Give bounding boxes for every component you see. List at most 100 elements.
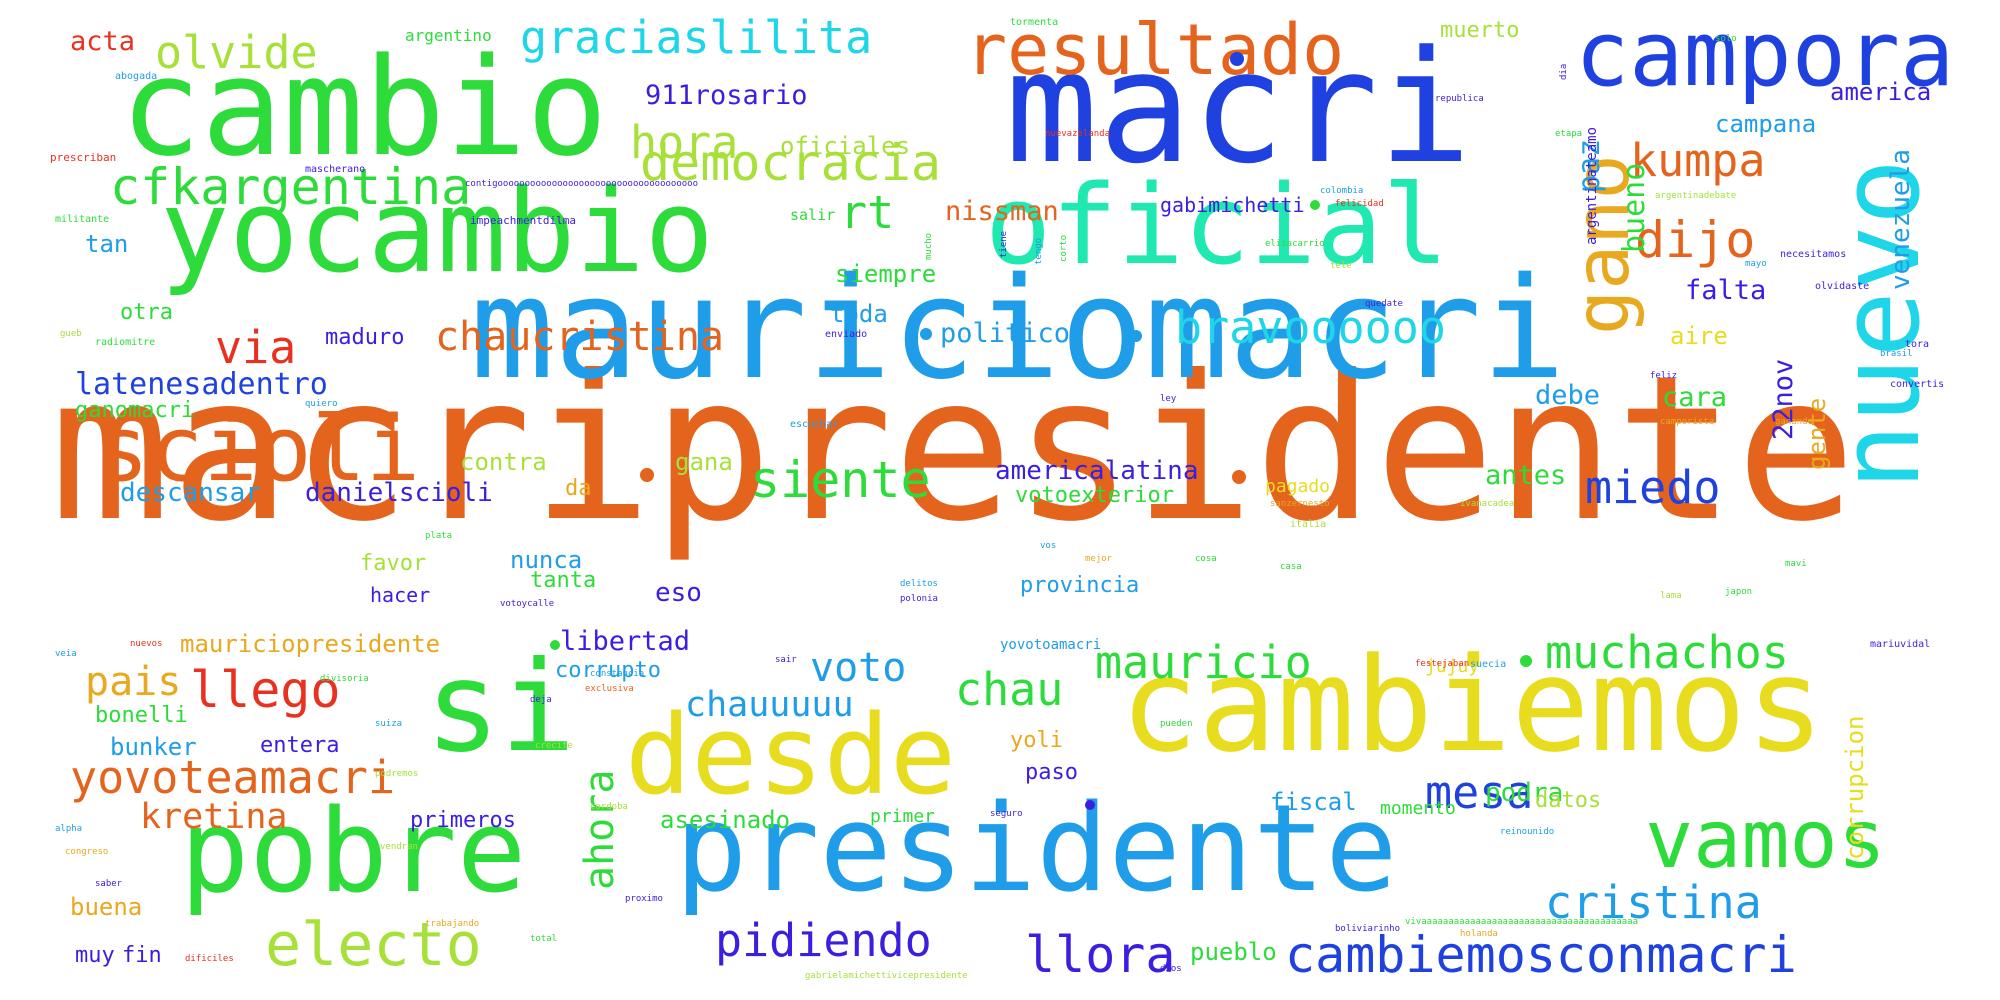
word-polonia: polonia: [900, 594, 938, 604]
word-cambiemosconmacri: cambiemosconmacri: [1285, 926, 1797, 984]
word-falta: falta: [1685, 275, 1767, 306]
word-electo: electo: [265, 910, 482, 980]
word-nissman: nissman: [945, 196, 1059, 227]
word-alpha: alpha: [55, 824, 83, 834]
word-solo: solo: [1715, 34, 1737, 44]
word-corrupcion: corrupcion: [1841, 715, 1869, 861]
word-holanda: holanda: [1460, 929, 1498, 939]
word-mauriciomacri: mauriciomacri: [470, 248, 1566, 411]
word-vivaaa: vivaaaaaaaaaaaaaaaaaaaaaaaaaaaaaaaaaaaaa…: [1405, 917, 1638, 927]
word-jujuy: jujuy: [1425, 656, 1480, 677]
word-buena: buena: [70, 893, 143, 921]
word-argentinateamo: argentinateamo: [1584, 126, 1600, 245]
word-nuevo: nuevo: [1816, 158, 1944, 490]
word-dia: dia: [1559, 63, 1569, 80]
word-yoli: yoli: [1010, 728, 1063, 753]
word-democracia: democracia: [640, 134, 942, 192]
word-corrupto: corrupto: [555, 658, 661, 683]
word-da: da: [565, 476, 592, 501]
word-cordoba: cordoba: [590, 802, 628, 812]
word-provincia: provincia: [1020, 573, 1140, 598]
word-casa: casa: [1280, 562, 1302, 572]
word-muy: muy: [75, 943, 115, 968]
word-tanta: tanta: [530, 568, 597, 593]
word-tan: tan: [85, 230, 129, 258]
word-aire: aire: [1670, 322, 1728, 350]
word-convertis: convertis: [1890, 379, 1945, 390]
word-pueblo: pueblo: [1190, 938, 1277, 966]
word-llora: llora: [1025, 926, 1176, 984]
word-ganando: ganando: [1775, 417, 1813, 427]
word-vendran: vendran: [380, 842, 418, 852]
dot-mark: [1232, 470, 1246, 484]
word-si: si: [425, 635, 576, 780]
word-chaucristina: chaucristina: [435, 314, 724, 360]
word-fin: fin: [122, 943, 162, 968]
word-radiomitre: radiomitre: [95, 337, 156, 348]
dot-mark: [1310, 200, 1320, 210]
word-votoycalle: votoycalle: [500, 599, 555, 609]
word-campora: campora: [1575, 2, 1955, 107]
word-deja: deja: [530, 695, 552, 705]
word-ahora: ahora: [577, 769, 623, 890]
word-nuevos: nuevos: [130, 639, 163, 649]
word-felicidad: felicidad: [1335, 199, 1384, 209]
word-otra: otra: [120, 300, 173, 325]
word-911rosario: 911rosario: [645, 80, 808, 111]
word-antes: antes: [1485, 460, 1567, 491]
word-seguro: seguro: [990, 809, 1023, 819]
word-miedo: miedo: [1585, 461, 1721, 514]
word-llego: llego: [190, 661, 341, 719]
word-mauriciopresidente: mauriciopresidente: [180, 630, 441, 658]
word-argentino: argentino: [405, 26, 492, 45]
word-votoexterior: votoexterior: [1015, 483, 1174, 508]
word-suiza: suiza: [375, 719, 403, 729]
word-gabimichetti: gabimichetti: [1160, 193, 1305, 217]
word-oficiales: oficiales: [780, 132, 911, 160]
word-americalatina: americalatina: [995, 456, 1199, 486]
word-proximo: proximo: [625, 894, 663, 904]
word-tormenta: tormenta: [1010, 17, 1059, 28]
word-olvidaste: olvidaste: [1815, 281, 1870, 292]
word-desde: desde: [625, 691, 957, 819]
word-argentinadebate: argentinadebate: [1655, 191, 1737, 201]
word-gueb: gueb: [60, 329, 82, 339]
word-macripresidente: macripresidente: [50, 333, 1857, 566]
word-venezuela: venezuela: [1886, 149, 1916, 290]
word-suecia: suecia: [1470, 659, 1507, 670]
word-muerto: muerto: [1440, 18, 1520, 43]
word-graciaslilita: graciaslilita: [520, 11, 873, 64]
word-cara: cara: [1662, 382, 1728, 413]
word-pueden: pueden: [1160, 719, 1193, 729]
word-crecite: crecite: [535, 741, 573, 751]
word-via: via: [215, 321, 297, 374]
word-chau: chau: [955, 663, 1064, 716]
dot-mark: [1230, 52, 1244, 66]
word-olvide: olvide: [155, 26, 318, 79]
word-gente: gente: [1803, 397, 1831, 470]
word-divisoria: divisoria: [320, 674, 369, 684]
word-campana: campana: [1715, 110, 1817, 138]
word-prescriban: prescriban: [50, 151, 117, 164]
word-corto: corto: [1059, 234, 1069, 262]
word-colombia: colombia: [1320, 186, 1364, 196]
word-ganomacri: ganomacri: [75, 398, 195, 423]
word-latenesadentro: latenesadentro: [75, 367, 328, 402]
word-cambiemos: cambiemos: [1120, 629, 1825, 781]
word-dijo: dijo: [1635, 211, 1756, 269]
word-vos: vos: [1040, 541, 1057, 551]
word-republica: republica: [1435, 94, 1484, 104]
word-mascherano: mascherano: [305, 164, 366, 175]
word-tengo: tengo: [1034, 237, 1044, 265]
word-primeros: primeros: [410, 808, 516, 833]
word-cambio: cambio: [120, 29, 608, 186]
word-mauricio: mauricio: [1095, 636, 1312, 689]
word-escuchar: escuchar: [790, 419, 839, 430]
word-vamos: vamos: [1645, 793, 1886, 886]
word-podremos: podremos: [375, 769, 419, 779]
word-yovoteamacri: yovoteamacri: [70, 751, 396, 804]
word-rt: rt: [840, 186, 895, 239]
word-militante: militante: [55, 214, 110, 225]
word-ivanacadea: ivanacadea: [1460, 499, 1515, 509]
word-gabrielamichetti: gabrielamichettivicepresidente: [805, 971, 968, 981]
